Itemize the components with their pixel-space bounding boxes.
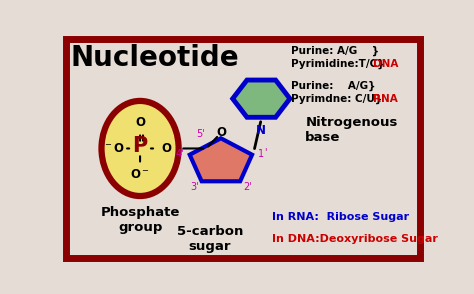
Text: RNA: RNA [374, 94, 398, 104]
Text: 5-carbon
sugar: 5-carbon sugar [177, 225, 243, 253]
Text: 2': 2' [243, 182, 252, 192]
Text: Pyrimdne: C/U}: Pyrimdne: C/U} [291, 94, 382, 104]
Text: Nitrogenous
base: Nitrogenous base [305, 116, 398, 144]
Ellipse shape [101, 101, 179, 196]
Text: Pyrimidine:T/C}: Pyrimidine:T/C} [291, 59, 384, 69]
Text: $^-$O: $^-$O [103, 142, 125, 155]
Text: O: O [162, 142, 172, 155]
Text: 1: 1 [258, 148, 264, 158]
Text: Purine: A/G    }: Purine: A/G } [291, 46, 379, 56]
Text: O: O [135, 116, 145, 129]
Text: 5': 5' [196, 129, 205, 139]
Text: O: O [216, 126, 226, 139]
Polygon shape [233, 80, 290, 117]
Text: In DNA:Deoxyribose Sugar: In DNA:Deoxyribose Sugar [272, 235, 438, 245]
Text: ': ' [264, 147, 266, 157]
Text: Purine:    A/G}: Purine: A/G} [291, 81, 375, 91]
Text: N: N [256, 123, 266, 137]
Text: P: P [132, 136, 148, 156]
Text: In RNA:  Ribose Sugar: In RNA: Ribose Sugar [272, 212, 410, 222]
Polygon shape [190, 138, 252, 181]
Text: Nucleotide: Nucleotide [70, 44, 239, 72]
Text: DNA: DNA [374, 59, 399, 69]
Text: Phosphate
group: Phosphate group [100, 206, 180, 234]
Text: 3': 3' [191, 182, 199, 192]
Text: O$^-$: O$^-$ [130, 168, 150, 181]
Text: 4': 4' [175, 148, 184, 158]
